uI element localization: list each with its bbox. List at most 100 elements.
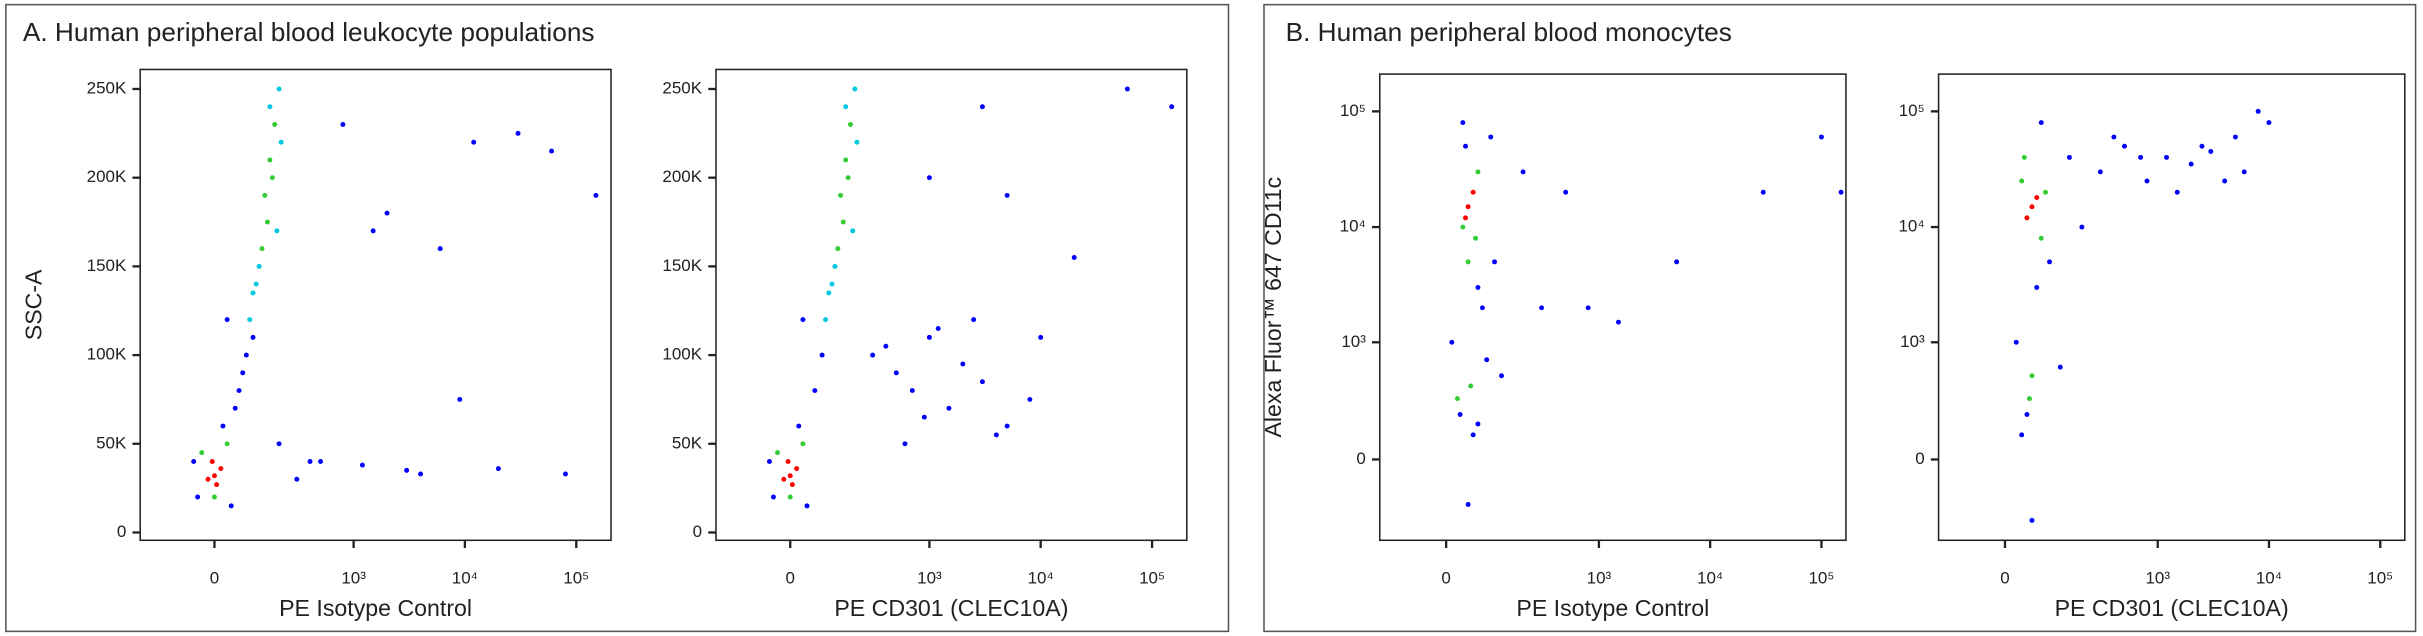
data-point: [262, 192, 268, 198]
data-point: [515, 130, 521, 136]
data-point: [812, 388, 818, 394]
data-point: [2024, 215, 2030, 221]
data-point: [838, 192, 844, 198]
data-point: [902, 441, 908, 447]
x-tick-label: 10⁵: [563, 568, 589, 587]
data-point: [804, 503, 810, 509]
data-point: [2034, 285, 2040, 290]
data-point: [2097, 169, 2103, 175]
data-point: [1615, 319, 1621, 325]
data-point: [1470, 432, 1476, 438]
y-tick-label: 0: [117, 522, 126, 541]
data-point: [1169, 104, 1175, 110]
data-point: [766, 459, 772, 464]
data-point: [2138, 154, 2144, 160]
data-point: [909, 388, 915, 394]
data-point: [785, 459, 791, 464]
data-point: [199, 450, 205, 456]
x-tick-label: 10⁵: [1808, 568, 1834, 587]
data-point: [495, 466, 501, 472]
data-point: [2029, 204, 2035, 210]
data-point: [359, 462, 365, 468]
data-point: [993, 432, 999, 438]
x-tick-label: 10³: [1587, 568, 1612, 587]
panel-frame: [1263, 3, 2417, 633]
data-point: [250, 290, 256, 296]
x-tick-label: 10⁴: [1028, 568, 1054, 587]
data-point: [2034, 195, 2040, 201]
data-point: [269, 175, 275, 181]
data-point: [214, 482, 220, 488]
panel-frame: [5, 3, 1230, 633]
data-point: [2043, 189, 2048, 195]
data-point: [1470, 189, 1476, 195]
x-axis-label: PE Isotype Control: [1516, 595, 1709, 621]
data-point: [848, 121, 853, 127]
data-point: [796, 423, 802, 429]
data-point: [294, 476, 300, 482]
y-axis-label: SSC-A: [20, 269, 46, 340]
y-tick-label: 200K: [662, 167, 702, 186]
data-point: [457, 396, 463, 402]
data-point: [1465, 259, 1471, 265]
data-point: [2222, 178, 2228, 184]
data-point: [1038, 334, 1044, 340]
y-tick-label: 0: [1915, 449, 1924, 468]
x-tick-label: 10³: [917, 568, 942, 587]
data-point: [800, 317, 806, 323]
data-point: [404, 467, 410, 473]
data-point: [1463, 143, 1468, 149]
data-point: [2188, 161, 2194, 167]
data-point: [2144, 178, 2150, 184]
data-point: [218, 466, 224, 472]
data-point: [789, 482, 795, 488]
data-point: [926, 334, 932, 340]
data-point: [2111, 134, 2117, 140]
data-point: [2057, 364, 2063, 370]
data-point: [770, 494, 776, 500]
data-point: [2164, 154, 2169, 160]
data-point: [835, 246, 841, 252]
data-point: [276, 441, 282, 447]
data-point: [921, 414, 927, 420]
panel-title: B. Human peripheral blood monocytes: [1286, 17, 1732, 47]
x-tick-label: 10⁴: [2256, 568, 2282, 587]
y-tick-label: 10³: [1341, 332, 1366, 351]
data-point: [1760, 189, 1766, 195]
data-point: [2199, 143, 2205, 149]
y-tick-label: 50K: [96, 433, 127, 452]
data-point: [1563, 189, 1569, 195]
data-point: [1004, 423, 1010, 429]
x-tick-label: 10⁴: [1697, 568, 1723, 587]
data-point: [1484, 357, 1490, 363]
data-point: [787, 494, 793, 500]
y-tick-label: 10⁵: [1340, 101, 1366, 120]
plot-area: [715, 68, 1188, 542]
data-point: [935, 326, 941, 331]
data-point: [843, 104, 849, 110]
data-point: [593, 192, 599, 198]
x-axis-label: PE Isotype Control: [279, 595, 472, 621]
data-point: [1475, 169, 1481, 175]
data-point: [274, 228, 280, 234]
plot-area: [1937, 73, 2406, 542]
data-point: [2241, 169, 2247, 175]
data-point: [1454, 396, 1460, 402]
data-point: [2013, 339, 2019, 345]
data-point: [549, 148, 555, 154]
x-tick-label: 10⁵: [1139, 568, 1165, 587]
x-tick-label: 0: [2000, 568, 2009, 587]
y-tick-label: 200K: [87, 167, 127, 186]
data-point: [1492, 259, 1497, 265]
data-point: [220, 423, 226, 429]
data-point: [307, 459, 313, 464]
data-point: [926, 175, 932, 181]
y-axis-label: Alexa Fluor™ 647 CD11c: [1260, 177, 1286, 438]
data-point: [224, 317, 230, 323]
data-point: [2208, 149, 2214, 154]
data-point: [418, 471, 424, 477]
data-point: [787, 473, 793, 479]
data-point: [2174, 189, 2180, 195]
x-tick-label: 10³: [341, 568, 366, 587]
data-point: [278, 139, 284, 145]
